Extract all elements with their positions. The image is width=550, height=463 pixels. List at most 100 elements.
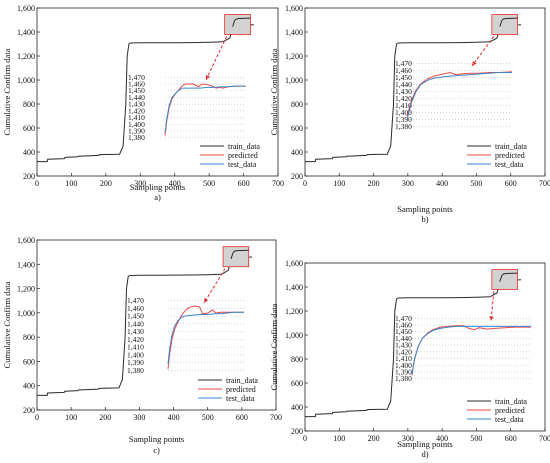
x-axis-label: Sampling points [397,439,453,449]
legend-label-predicted: predicted [495,406,525,415]
x-tick-label: 100 [333,179,345,188]
y-axis-label: Cumulative Confirm data [269,303,279,390]
x-tick-label: 700 [539,179,550,188]
y-tick-label: 600 [291,124,303,133]
zoom-arrow [471,36,495,67]
legend-label-test: test_data [495,160,524,169]
y-tick-label: 800 [23,333,35,342]
zoom-arrow [205,36,228,81]
x-tick-label: 600 [236,413,248,422]
legend-label-test: test_data [228,160,257,169]
inset-tick-label: 1,410 [128,113,145,122]
legend-label-predicted: predicted [228,151,258,160]
zoom-arrowhead [204,298,209,303]
x-tick-label: 700 [539,434,550,443]
y-axis-label: Cumulative Confirm data [2,281,12,368]
x-axis-label: Sampling points [130,182,186,192]
x-tick-label: 500 [470,179,482,188]
inset-tick-label: 1,400 [128,120,145,129]
y-tick-label: 1,400 [285,28,303,37]
y-tick-label: 800 [291,100,303,109]
x-tick-label: 500 [202,413,214,422]
y-axis-label: Cumulative Confirm data [2,48,12,135]
inset-tick-label: 1,380 [128,133,145,142]
x-tick-label: 0 [303,434,307,443]
panel-label: d) [421,449,428,459]
x-tick-label: 400 [436,179,448,188]
zoom-box [224,14,251,35]
legend-label-train: train_data [495,397,527,406]
y-tick-label: 1,400 [285,283,303,292]
chart-panel-b: 0 100 200 300 400 500 600 700 200 400 600 800 1,000 1… [269,4,550,224]
legend-label-train: train_data [226,376,258,385]
chart-panel-d: 0 100 200 300 400 500 600 700 200 400 600 800 1,000 1… [269,259,550,459]
legend-label-train: train_data [495,142,527,151]
x-tick-label: 700 [272,179,284,188]
zoom-trace [499,17,518,27]
zoom-arrowhead [489,316,494,321]
y-tick-label: 1,400 [17,260,35,269]
zoom-box [491,14,518,35]
x-tick-label: 300 [402,179,414,188]
x-tick-label: 200 [368,179,380,188]
series-line-train_data [305,279,522,418]
x-tick-label: 0 [303,179,307,188]
inset: 1,3801,3901,4001,4101,4201,4301,4401,450… [127,296,244,375]
chart-panel-c: 0 100 200 300 400 500 600 700 200 400 600 800 1,000 1… [2,236,282,455]
x-tick-label: 500 [203,179,215,188]
zoom-box [222,246,250,268]
inset-tick-label: 1,420 [395,94,412,103]
y-tick-label: 400 [23,148,35,157]
legend-label-predicted: predicted [226,385,256,394]
x-tick-label: 600 [238,179,250,188]
y-tick-label: 600 [23,357,35,366]
inset-tick-label: 1,470 [128,73,145,82]
y-tick-label: 200 [291,172,303,181]
y-tick-label: 1,200 [285,52,303,61]
y-tick-label: 800 [23,100,35,109]
y-tick-label: 1,200 [285,307,303,316]
inset-tick-label: 1,400 [127,350,144,359]
inset-tick-label: 1,440 [128,93,145,102]
x-tick-label: 600 [505,179,517,188]
x-axis-label: Sampling points [129,434,185,444]
x-tick-label: 600 [505,434,517,443]
legend-label-test: test_data [226,394,255,403]
plot-frame [304,7,546,177]
inset-tick-label: 1,390 [395,367,412,376]
y-tick-label: 400 [291,148,303,157]
panel-label: b) [421,214,428,224]
x-tick-label: 400 [169,179,181,188]
y-tick-label: 200 [291,427,303,436]
zoom-trace [230,249,249,259]
inset-tick-label: 1,380 [127,366,144,375]
y-tick-label: 1,000 [17,309,35,318]
y-axis-label: Cumulative Confirm data [269,48,279,135]
inset-tick-label: 1,420 [395,347,412,356]
x-tick-label: 400 [168,413,180,422]
inset: 1,3801,3901,4001,4101,4201,4301,4401,450… [395,314,531,383]
inset-tick-label: 1,430 [127,327,144,336]
x-tick-label: 300 [134,179,146,188]
inset-tick-label: 1,410 [127,343,144,352]
inset-tick-label: 1,400 [395,108,412,117]
inset-series-predicted [406,71,513,117]
panel-label: c) [153,445,160,455]
inset-tick-label: 1,410 [395,354,412,363]
inset-tick-label: 1,390 [128,126,145,135]
inset-tick-label: 1,470 [395,59,412,68]
inset-tick-label: 1,380 [395,122,412,131]
y-tick-label: 1,600 [17,4,35,13]
inset-tick-label: 1,430 [128,100,145,109]
zoom-arrow [203,268,226,304]
inset-tick-label: 1,420 [128,106,145,115]
x-tick-label: 200 [368,434,380,443]
y-tick-label: 1,000 [17,76,35,85]
x-tick-label: 100 [65,179,77,188]
plot-frame [36,7,279,177]
inset: 1,3801,3901,4001,4101,4201,4301,4401,450… [128,73,246,142]
y-tick-label: 1,000 [285,76,303,85]
